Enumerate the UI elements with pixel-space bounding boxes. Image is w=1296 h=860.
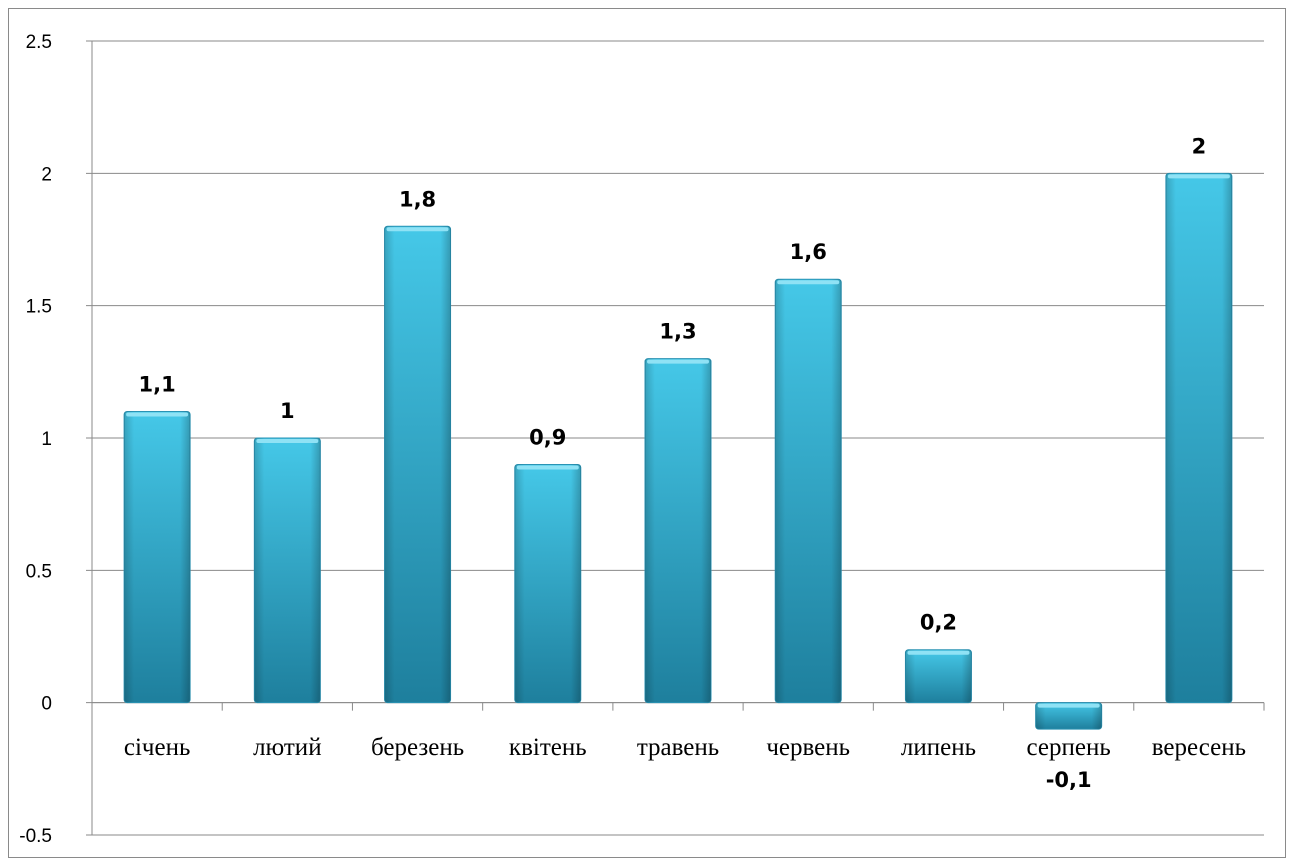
data-label: 0,2 [920,611,957,635]
y-tick-label: 2 [41,164,52,185]
x-tick-label: липень [901,734,976,761]
bar-highlight [777,280,840,285]
x-tick-label: травень [637,734,719,761]
bar-highlight [1167,174,1230,179]
data-label: 1,6 [790,240,827,264]
bar [1165,172,1233,704]
bar-shading [514,464,581,703]
bar [253,437,321,704]
bar [644,358,712,704]
data-label: 1,1 [139,373,176,397]
bar-shading [384,226,451,703]
data-label: 1 [280,399,295,423]
data-label: 0,9 [529,425,566,449]
x-tick-label: березень [371,734,464,761]
bar [1035,702,1103,730]
y-tick-label: -0.5 [19,826,52,847]
data-label: -0,1 [1046,768,1092,792]
x-tick-label: квітень [509,734,587,761]
bar [904,649,972,704]
bar-highlight [647,359,709,364]
bar-shading [645,358,711,703]
y-tick-label: 0 [41,694,52,715]
bar-highlight [386,227,449,232]
data-label: 2 [1192,134,1207,158]
x-tick-label: лютий [253,734,322,761]
y-tick-label: 0.5 [26,561,52,582]
bar-highlight [907,650,970,655]
data-label: 1,3 [659,320,696,344]
bar [514,463,582,704]
bar-highlight [126,412,189,417]
bars [123,172,1233,730]
bar-shading [124,411,191,703]
x-tick-label: червень [766,734,850,761]
x-tick-label: вересень [1152,734,1246,761]
bar [123,411,191,704]
y-tick-label: 1 [41,429,52,450]
bar [384,225,452,704]
bar [774,278,842,704]
bar-shading [1035,702,1102,730]
bar-highlight [516,465,579,470]
data-label: 1,8 [399,187,436,211]
x-tick-label: серпень [1027,734,1111,761]
y-tick-label: 2.5 [26,32,52,53]
bar-highlight [1037,703,1100,708]
y-tick-label: 1.5 [26,297,52,318]
bar-shading [254,438,321,703]
bar-highlight [256,439,319,443]
bar-shading [905,649,972,703]
x-tick-label: січень [124,734,191,761]
bar-shading [1165,173,1232,703]
bar-shading [775,279,842,703]
labels: -0.5 0 0.5 1 1.5 2 2.5 січень 1,1 лютий 1 березень 1… [19,32,1246,847]
